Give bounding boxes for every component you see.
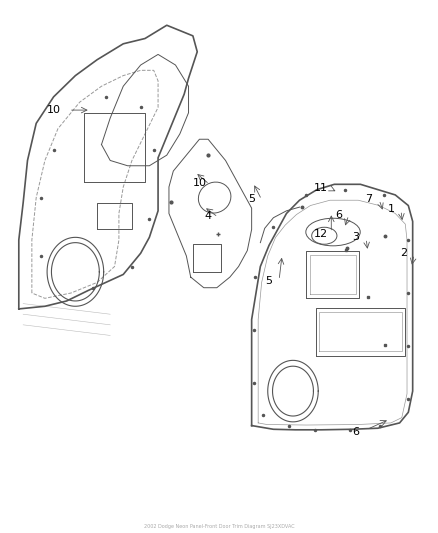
Text: 5: 5 [248,193,255,204]
Text: 1: 1 [388,204,394,214]
Text: 10: 10 [46,105,60,115]
Text: 11: 11 [314,183,328,193]
Text: 2002 Dodge Neon Panel-Front Door Trim Diagram SJ23XDVAC: 2002 Dodge Neon Panel-Front Door Trim Di… [144,524,294,529]
Text: 2: 2 [400,248,407,259]
Text: 5: 5 [265,276,272,286]
Text: 12: 12 [314,229,328,239]
Text: 4: 4 [205,211,212,221]
Text: 10: 10 [192,177,206,188]
Text: 3: 3 [353,232,360,243]
Text: 6: 6 [353,427,360,437]
Text: 7: 7 [366,193,373,204]
Text: 6: 6 [335,210,342,220]
